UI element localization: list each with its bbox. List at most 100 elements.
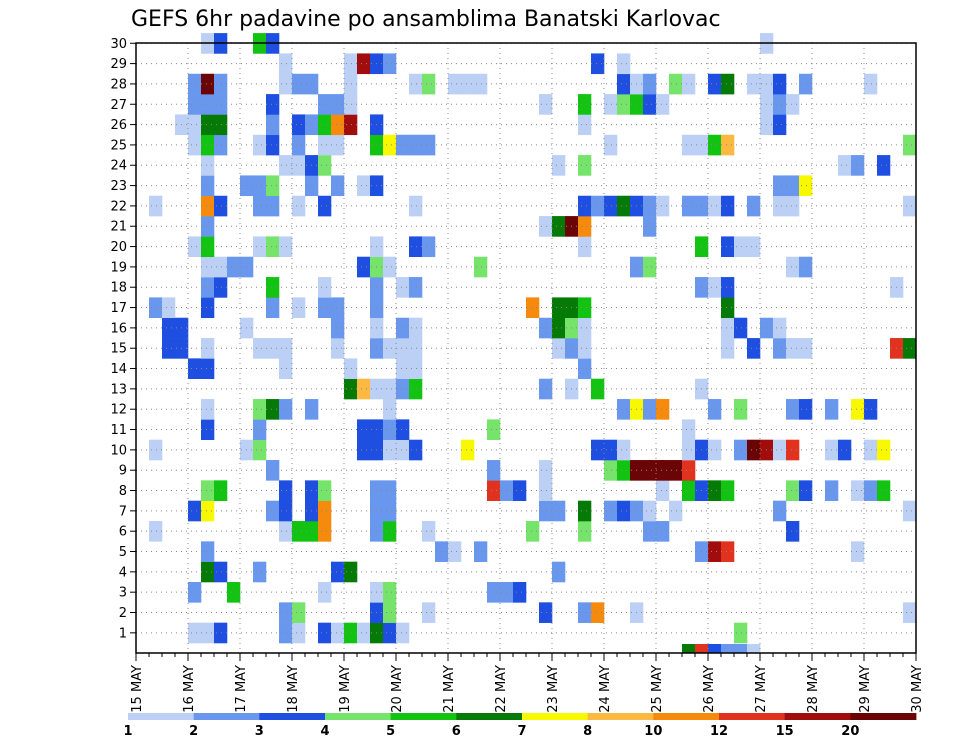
heatmap-cell <box>344 73 358 95</box>
heatmap-cell <box>617 94 631 115</box>
heatmap-cell <box>188 358 202 380</box>
heatmap-cell <box>799 73 813 95</box>
heatmap-cell <box>383 134 397 156</box>
heatmap-cell <box>513 582 527 603</box>
heatmap-cell <box>578 602 592 623</box>
y-tick-label: 5 <box>119 545 127 560</box>
heatmap-cell <box>201 73 215 95</box>
heatmap-cell <box>487 419 501 440</box>
heatmap-cell <box>396 338 410 359</box>
heatmap-cell <box>539 602 553 623</box>
heatmap-cell <box>552 216 566 237</box>
heatmap-cell <box>721 338 735 359</box>
heatmap-cell <box>318 195 332 217</box>
heatmap-cell <box>266 460 280 481</box>
heatmap-cell <box>903 338 917 359</box>
heatmap-cell <box>461 439 475 461</box>
y-axis: 1234567891011121314151617181920212223242… <box>110 37 136 641</box>
heatmap-cell <box>344 114 358 136</box>
heatmap-cell <box>617 73 631 95</box>
x-tick-label: 22 MAY <box>494 665 509 713</box>
heatmap-cell <box>201 399 215 420</box>
heatmap-cell <box>409 338 423 359</box>
heatmap-cell <box>643 73 657 95</box>
heatmap-cell <box>279 480 293 501</box>
heatmap-cell <box>656 480 670 501</box>
colorbar-label: 6 <box>452 724 461 739</box>
heatmap-cell <box>162 297 176 319</box>
colorbar-swatch <box>325 713 392 720</box>
heatmap-cell <box>786 338 800 359</box>
heatmap-cell <box>331 317 345 339</box>
heatmap-cell <box>396 439 410 461</box>
heatmap-cell <box>903 500 917 522</box>
colorbar-label: 8 <box>583 724 592 739</box>
y-tick-label: 13 <box>110 382 127 397</box>
heatmap-cell <box>318 622 332 644</box>
heatmap-cell <box>318 277 332 298</box>
heatmap-cell <box>526 297 540 319</box>
heatmap-cell <box>422 521 436 542</box>
heatmap-cell <box>747 73 761 95</box>
heatmap-cell <box>552 317 566 339</box>
heatmap-cell <box>357 378 371 400</box>
heatmap-cell <box>383 622 397 644</box>
colorbar-swatch <box>193 713 260 720</box>
heatmap-cell <box>279 155 293 176</box>
heatmap-cell <box>786 521 800 542</box>
heatmap-cell <box>253 236 267 258</box>
heatmap-cell <box>643 521 657 542</box>
heatmap-cell <box>474 73 488 95</box>
colorbar-swatch <box>653 713 720 720</box>
heatmap-cell <box>383 602 397 623</box>
heatmap-cell <box>708 195 722 217</box>
y-tick-label: 8 <box>119 484 127 499</box>
heatmap-cell <box>201 338 215 359</box>
heatmap-cell <box>578 195 592 217</box>
heatmap-cell <box>747 644 761 653</box>
heatmap-cell <box>799 256 813 278</box>
heatmap-cell <box>552 338 566 359</box>
x-tick-label: 27 MAY <box>754 665 769 713</box>
heatmap-cell <box>552 561 566 583</box>
heatmap-cell <box>201 236 215 258</box>
heatmap-cell <box>643 460 657 481</box>
heatmap-cell <box>253 338 267 359</box>
heatmap-cell <box>214 73 228 95</box>
heatmap-cell <box>747 338 761 359</box>
y-tick-label: 23 <box>110 179 127 194</box>
y-tick-label: 17 <box>110 301 127 316</box>
y-tick-label: 15 <box>110 342 127 357</box>
x-tick-label: 18 MAY <box>286 665 301 713</box>
heatmap-cell <box>149 195 163 217</box>
colorbar-swatch <box>522 713 589 720</box>
heatmap-cell <box>279 236 293 258</box>
heatmap-cell <box>201 622 215 644</box>
heatmap-cell <box>773 317 787 339</box>
heatmap-cell <box>253 134 267 156</box>
heatmap-cell <box>903 602 917 623</box>
colorbar-swatch <box>128 713 195 720</box>
heatmap-cell <box>721 317 735 339</box>
heatmap-cell <box>851 399 865 420</box>
heatmap-cell <box>279 602 293 623</box>
heatmap-cell <box>331 622 345 644</box>
heatmap-cell <box>552 500 566 522</box>
heatmap-cell <box>227 582 241 603</box>
heatmap-cell <box>721 480 735 501</box>
heatmap-cell <box>617 399 631 420</box>
heatmap-cell <box>266 134 280 156</box>
x-tick-label: 16 MAY <box>182 665 197 713</box>
heatmap-cell <box>201 216 215 237</box>
heatmap-cell <box>578 155 592 176</box>
heatmap-cell <box>253 399 267 420</box>
heatmap-cell <box>448 73 462 95</box>
heatmap-cell <box>253 561 267 583</box>
heatmap-cell <box>578 216 592 237</box>
heatmap-cell <box>786 439 800 461</box>
y-tick-label: 14 <box>110 362 127 377</box>
heatmap-cell <box>422 602 436 623</box>
colorbar-swatch <box>456 713 523 720</box>
heatmap-cell <box>383 399 397 420</box>
